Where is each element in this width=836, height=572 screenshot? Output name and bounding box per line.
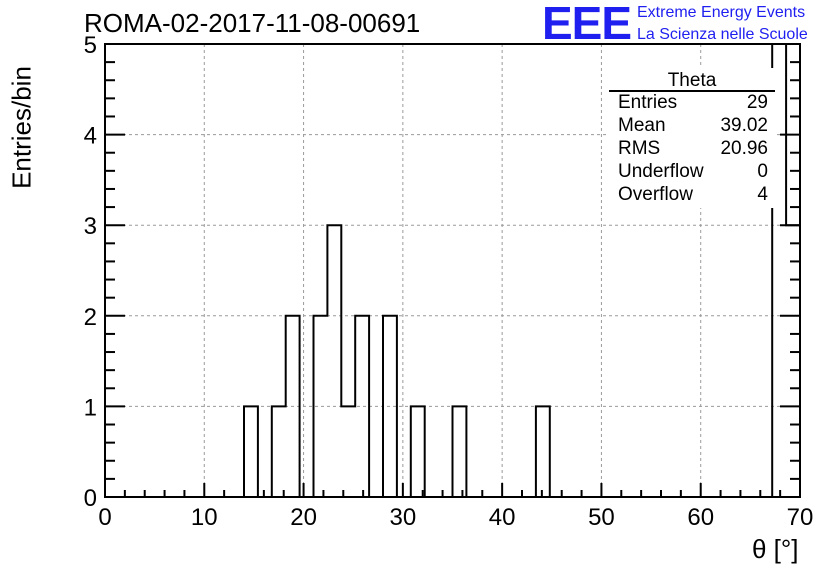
eee-logo: EEE xyxy=(542,0,632,49)
logo-caption-line1: Extreme Energy Events xyxy=(637,4,806,21)
grid-lines xyxy=(105,44,800,497)
histogram-bin xyxy=(286,316,300,497)
x-tick-label: 70 xyxy=(787,504,814,531)
logo-caption-line2: La Scienza nelle Scuole xyxy=(637,26,808,43)
stats-value: 39.02 xyxy=(720,115,768,136)
histogram-bin xyxy=(355,316,369,497)
stats-row-entries: Entries 29 xyxy=(618,92,768,115)
stats-row-overflow: Overflow 4 xyxy=(618,184,768,207)
histogram-bin xyxy=(411,406,425,497)
stats-row-underflow: Underflow 0 xyxy=(618,161,768,184)
histogram-bin xyxy=(786,225,800,497)
x-tick-label: 10 xyxy=(191,504,218,531)
stats-divider xyxy=(609,90,775,92)
histogram-bin xyxy=(314,316,328,497)
x-tick-label: 60 xyxy=(687,504,714,531)
y-tick-label: 3 xyxy=(84,213,97,240)
stats-value: 4 xyxy=(757,184,768,205)
stats-row-mean: Mean 39.02 xyxy=(618,115,768,138)
stats-key: Underflow xyxy=(618,161,704,182)
stats-value: 0 xyxy=(757,161,768,182)
histogram-bin xyxy=(536,406,550,497)
x-tick-label: 20 xyxy=(290,504,317,531)
stats-key: Overflow xyxy=(618,184,693,205)
x-axis-label: θ [°] xyxy=(752,534,799,564)
histogram-bin xyxy=(341,406,355,497)
stats-title: Theta xyxy=(667,70,717,91)
x-tick-label: 0 xyxy=(98,504,111,531)
stats-key: Entries xyxy=(618,92,678,113)
x-tick-label: 40 xyxy=(489,504,516,531)
logo-caption: Extreme Energy Events La Scienza nelle S… xyxy=(637,2,808,46)
y-axis-label: Entries/bin xyxy=(6,66,37,189)
y-tick-label: 4 xyxy=(84,123,97,150)
x-tick-label: 30 xyxy=(390,504,417,531)
x-tick-label: 50 xyxy=(588,504,615,531)
stats-key: RMS xyxy=(618,138,661,159)
stats-key: Mean xyxy=(618,115,666,136)
stats-box: Theta Entries 29 Mean 39.02 RMS 20.96 Un… xyxy=(609,68,775,208)
stats-value: 20.96 xyxy=(720,138,768,159)
y-tick-label: 2 xyxy=(84,304,97,331)
histogram-bin xyxy=(272,406,286,497)
stats-row-rms: RMS 20.96 xyxy=(618,138,768,161)
y-tick-label: 1 xyxy=(84,394,97,421)
stats-value: 29 xyxy=(746,92,768,113)
histogram-bin xyxy=(383,316,397,497)
plot-frame xyxy=(104,43,801,498)
histogram-bin xyxy=(453,406,467,497)
y-tick-label: 0 xyxy=(84,485,97,512)
histogram-bin xyxy=(327,225,341,497)
run-title: ROMA-02-2017-11-08-00691 xyxy=(84,8,421,38)
y-tick-label: 5 xyxy=(84,32,97,59)
histogram-bin xyxy=(244,406,258,497)
